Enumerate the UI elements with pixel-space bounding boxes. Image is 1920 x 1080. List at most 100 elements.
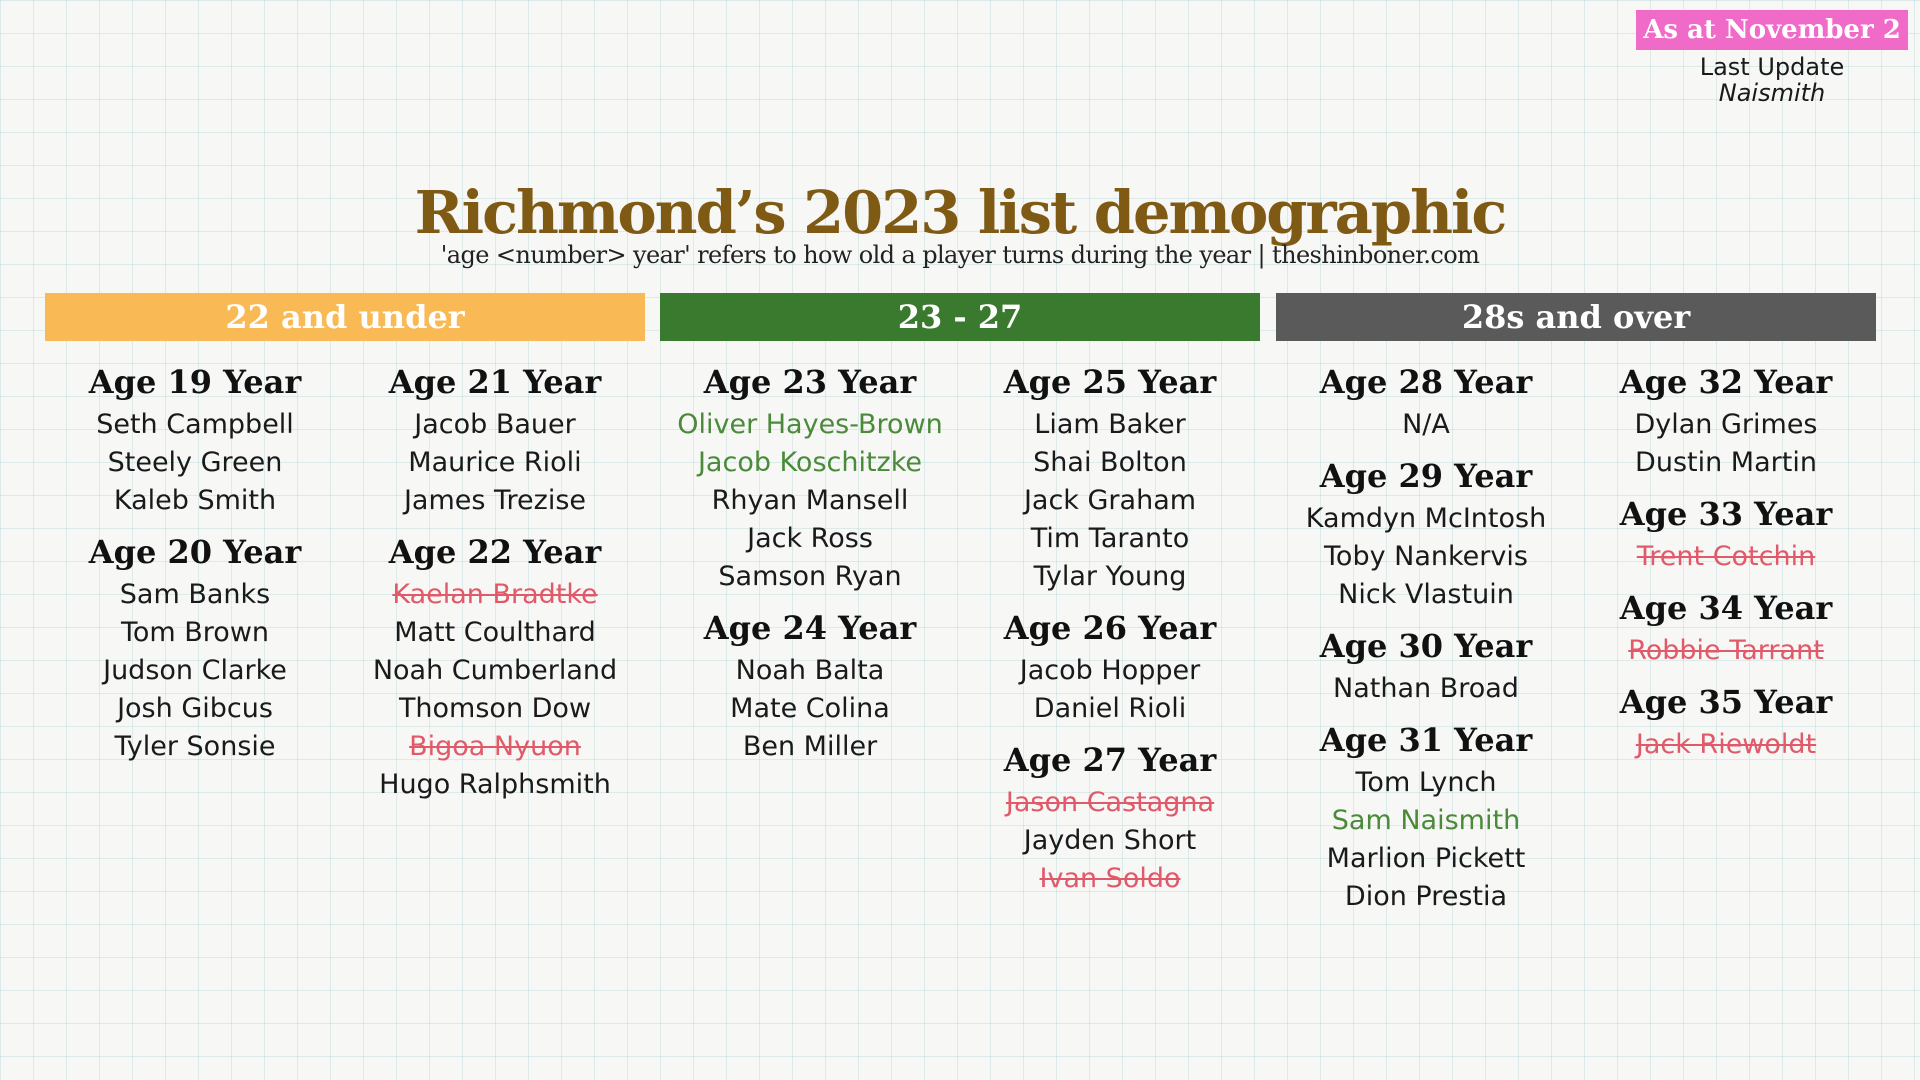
age-group-heading: Age 26 Year	[1003, 609, 1217, 647]
player-name: Noah Balta	[735, 655, 885, 686]
age-group: Age 24 Year Noah Balta Mate Colina Ben Mill…	[660, 604, 960, 766]
player-name: Samson Ryan	[718, 561, 902, 592]
player-name: Maurice Rioli	[408, 447, 582, 478]
player-list: Kaelan Bradtke Matt Coulthard Noah Cumberl…	[345, 576, 645, 804]
player-name: Liam Baker	[1034, 409, 1186, 440]
player-name: Jayden Short	[1023, 825, 1197, 856]
player-list: Trent Cotchin	[1576, 538, 1876, 576]
age-column-2: Age 21 Year Jacob Bauer Maurice Rioli James…	[345, 358, 645, 812]
age-group-heading: Age 30 Year	[1319, 627, 1533, 665]
age-group: Age 23 Year Oliver Hayes-Brown Jacob Kosch…	[660, 358, 960, 596]
age-group: Age 25 Year Liam Baker Shai Bolton Jack Gra…	[960, 358, 1260, 596]
player-name: Kamdyn McIntosh	[1305, 503, 1547, 534]
player-name: Nick Vlastuin	[1338, 579, 1514, 610]
player-name: Jacob Koschitzke	[697, 447, 923, 478]
player-name: Jack Graham	[1023, 485, 1197, 516]
age-group: Age 19 Year Seth Campbell Steely Green Kale…	[45, 358, 345, 520]
last-update-name: Naismith	[1718, 79, 1826, 107]
age-column-3: Age 23 Year Oliver Hayes-Brown Jacob Kosch…	[660, 358, 960, 774]
age-group-heading: Age 28 Year	[1319, 363, 1533, 401]
band-23-27: 23 - 27	[660, 293, 1260, 341]
player-name: Thomson Dow	[398, 693, 592, 724]
player-name: N/A	[1402, 409, 1450, 440]
player-list: Noah Balta Mate Colina Ben Miller	[660, 652, 960, 766]
player-name: Sam Banks	[119, 579, 271, 610]
player-name: Josh Gibcus	[117, 693, 273, 724]
player-list: Seth Campbell Steely Green Kaleb Smith	[45, 406, 345, 520]
player-name: Toby Nankervis	[1324, 541, 1528, 572]
player-name: Marlion Pickett	[1326, 843, 1526, 874]
age-group-heading: Age 20 Year	[88, 533, 302, 571]
age-column-4: Age 25 Year Liam Baker Shai Bolton Jack Gra…	[960, 358, 1260, 906]
age-column-6: Age 32 Year Dylan Grimes Dustin Martin Age …	[1576, 358, 1876, 772]
player-name: Jason Castagna	[1005, 787, 1215, 818]
player-name: Tylar Young	[1033, 561, 1187, 592]
age-group-heading: Age 22 Year	[388, 533, 602, 571]
as-at-date-badge: As at November 2	[1636, 10, 1908, 50]
age-group-heading: Age 34 Year	[1619, 589, 1833, 627]
age-group-heading: Age 25 Year	[1003, 363, 1217, 401]
age-group-heading: Age 27 Year	[1003, 741, 1217, 779]
age-group: Age 29 Year Kamdyn McIntosh Toby Nankervis…	[1276, 452, 1576, 614]
age-group: Age 34 Year Robbie Tarrant	[1576, 584, 1876, 670]
player-list: Jacob Hopper Daniel Rioli	[960, 652, 1260, 728]
player-name: Daniel Rioli	[1033, 693, 1187, 724]
player-name: James Trezise	[403, 485, 587, 516]
player-list: Jacob Bauer Maurice Rioli James Trezise	[345, 406, 645, 520]
player-name: Tim Taranto	[1030, 523, 1190, 554]
player-list: Tom Lynch Sam Naismith Marlion Pickett Dion…	[1276, 764, 1576, 916]
player-list: Sam Banks Tom Brown Judson Clarke Josh Gibc…	[45, 576, 345, 766]
age-group-heading: Age 23 Year	[703, 363, 917, 401]
player-name: Noah Cumberland	[372, 655, 618, 686]
age-group-heading: Age 19 Year	[88, 363, 302, 401]
age-group-heading: Age 24 Year	[703, 609, 917, 647]
age-group-heading: Age 32 Year	[1619, 363, 1833, 401]
player-list: N/A	[1276, 406, 1576, 444]
player-name: Sam Naismith	[1331, 805, 1521, 836]
age-column-5: Age 28 Year N/A Age 29 Year Kamdyn McIntosh…	[1276, 358, 1576, 924]
band-28-and-over: 28s and over	[1276, 293, 1876, 341]
player-name: Dion Prestia	[1344, 881, 1508, 912]
last-update-note: Last Update Naismith	[1636, 54, 1908, 106]
player-name: Steely Green	[107, 447, 283, 478]
player-name: Seth Campbell	[96, 409, 294, 440]
player-list: Robbie Tarrant	[1576, 632, 1876, 670]
player-list: Kamdyn McIntosh Toby Nankervis Nick Vlastu…	[1276, 500, 1576, 614]
player-name: Jacob Hopper	[1019, 655, 1201, 686]
age-group: Age 20 Year Sam Banks Tom Brown Judson Clar…	[45, 528, 345, 766]
age-group: Age 26 Year Jacob Hopper Daniel Rioli	[960, 604, 1260, 728]
player-name: Matt Coulthard	[394, 617, 596, 648]
player-name: Trent Cotchin	[1636, 541, 1816, 572]
player-name: Jack Riewoldt	[1635, 729, 1817, 760]
player-name: Ivan Soldo	[1039, 863, 1181, 894]
player-name: Nathan Broad	[1333, 673, 1519, 704]
player-name: Jacob Bauer	[414, 409, 576, 440]
player-name: Ben Miller	[742, 731, 878, 762]
player-name: Kaleb Smith	[113, 485, 277, 516]
player-name: Rhyan Mansell	[711, 485, 909, 516]
player-list: Nathan Broad	[1276, 670, 1576, 708]
age-group: Age 30 Year Nathan Broad	[1276, 622, 1576, 708]
player-list: Jack Riewoldt	[1576, 726, 1876, 764]
age-group: Age 22 Year Kaelan Bradtke Matt Coulthard N…	[345, 528, 645, 804]
age-group: Age 32 Year Dylan Grimes Dustin Martin	[1576, 358, 1876, 482]
player-name: Dustin Martin	[1635, 447, 1817, 478]
player-name: Tom Brown	[120, 617, 270, 648]
player-name: Oliver Hayes-Brown	[677, 409, 943, 440]
player-list: Jason Castagna Jayden Short Ivan Soldo	[960, 784, 1260, 898]
player-name: Mate Colina	[730, 693, 890, 724]
player-name: Judson Clarke	[103, 655, 287, 686]
player-list: Dylan Grimes Dustin Martin	[1576, 406, 1876, 482]
age-group: Age 21 Year Jacob Bauer Maurice Rioli James…	[345, 358, 645, 520]
player-name: Tom Lynch	[1355, 767, 1497, 798]
player-list: Oliver Hayes-Brown Jacob Koschitzke Rhyan …	[660, 406, 960, 596]
player-name: Shai Bolton	[1033, 447, 1187, 478]
age-group-heading: Age 31 Year	[1319, 721, 1533, 759]
page-title: Richmond’s 2023 list demographic	[414, 178, 1508, 247]
age-group: Age 33 Year Trent Cotchin	[1576, 490, 1876, 576]
player-name: Jack Ross	[747, 523, 873, 554]
age-group: Age 28 Year N/A	[1276, 358, 1576, 444]
age-group-heading: Age 29 Year	[1319, 457, 1533, 495]
page-subtitle: 'age <number> year' refers to how old a …	[440, 241, 1480, 269]
age-group: Age 31 Year Tom Lynch Sam Naismith Marlion …	[1276, 716, 1576, 916]
